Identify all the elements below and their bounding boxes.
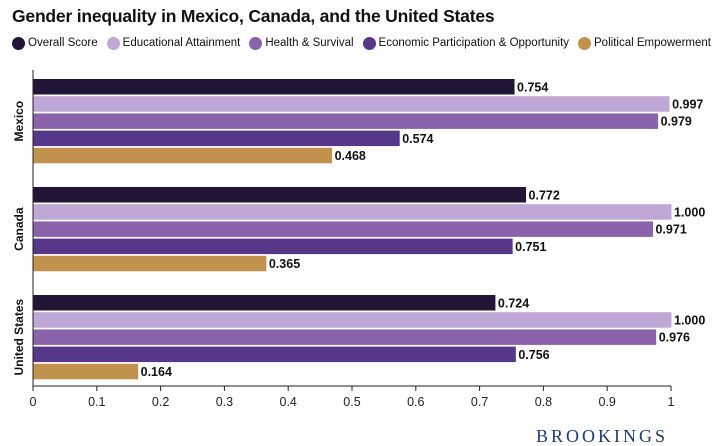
chart-title: Gender inequality in Mexico, Canada, and… [12, 6, 495, 26]
legend-item-educational-attainment: Educational Attainment [106, 36, 241, 50]
data-label: 0.971 [655, 223, 686, 237]
legend-swatch [106, 36, 120, 50]
data-label: 0.772 [529, 188, 560, 202]
data-label: 1.000 [674, 313, 705, 327]
bar-united-states-political-empowerment [33, 363, 139, 380]
data-label: 0.756 [518, 348, 549, 362]
data-label: 0.997 [672, 97, 703, 111]
bar-chart: 0 0.1 0.2 0.3 0.4 0.5 0.6 0.7 0.8 0.9 1 Mexico 0.754… [12, 70, 705, 409]
bar-mexico-health-and-survival [33, 113, 659, 129]
data-label: 0.365 [269, 257, 300, 271]
bar-united-states-health-and-survival [33, 329, 657, 345]
category-label-canada: Canada [12, 207, 26, 251]
bar-united-states-economic-participation-and-opportunity [33, 346, 516, 363]
legend-item-health-and-survival: Health & Survival [249, 36, 354, 50]
data-label: 0.751 [515, 240, 546, 254]
bar-united-states-overall-score [33, 295, 496, 311]
legend-swatch [249, 36, 263, 50]
bar-mexico-educational-attainment [33, 96, 670, 112]
x-tick-label: 0.1 [88, 395, 105, 409]
category-label-mexico: Mexico [12, 101, 26, 142]
data-label: 0.574 [402, 132, 433, 146]
legend-item-overall-score: Overall Score [12, 36, 98, 50]
data-label: 0.468 [335, 149, 366, 163]
x-tick-label: 0.4 [280, 395, 297, 409]
bar-canada-economic-participation-and-opportunity [33, 238, 513, 255]
bar-canada-health-and-survival [33, 221, 653, 237]
bar-canada-overall-score [33, 187, 527, 203]
legend-swatch [362, 36, 376, 50]
data-label: 0.164 [141, 365, 172, 379]
category-label-united-states: United States [12, 298, 26, 375]
legend-swatch [12, 36, 25, 50]
legend-item-economic-participation-and-opportunity: Economic Participation & Opportunity [362, 36, 570, 50]
bar-canada-political-empowerment [33, 255, 267, 272]
data-label: 0.979 [661, 115, 692, 129]
legend-label: Health & Survival [265, 37, 354, 49]
bar-mexico-overall-score [33, 79, 515, 95]
x-tick-label: 0.5 [343, 395, 360, 409]
data-label: 0.976 [659, 331, 690, 345]
legend-label: Political Empowerment [594, 37, 711, 49]
brand-logo: BROOKINGS [536, 426, 669, 446]
bar-united-states-educational-attainment [33, 312, 672, 328]
data-label: 0.724 [498, 296, 529, 310]
x-tick-label: 0.8 [535, 395, 552, 409]
legend-label: Economic Participation & Opportunity [378, 37, 570, 49]
legend-swatch [578, 36, 592, 50]
x-tick-label: 0.3 [216, 395, 233, 409]
x-tick-label: 0.7 [471, 395, 488, 409]
data-label: 1.000 [674, 205, 705, 219]
legend-label: Overall Score [28, 37, 98, 49]
x-tick-label: 0.6 [407, 395, 424, 409]
bar-mexico-political-empowerment [33, 147, 333, 164]
data-label: 0.754 [517, 80, 548, 94]
legend-item-political-empowerment: Political Empowerment [578, 36, 711, 50]
x-tick-label: 0 [30, 395, 37, 409]
x-tick-label: 0.2 [152, 395, 169, 409]
bar-canada-educational-attainment [33, 204, 672, 220]
bar-mexico-economic-participation-and-opportunity [33, 130, 400, 147]
x-tick-label: 0.9 [599, 395, 616, 409]
x-tick-label: 1 [668, 395, 675, 409]
legend-label: Educational Attainment [122, 37, 241, 49]
chart-legend: Overall Score Educational Attainment Healt… [12, 35, 720, 51]
